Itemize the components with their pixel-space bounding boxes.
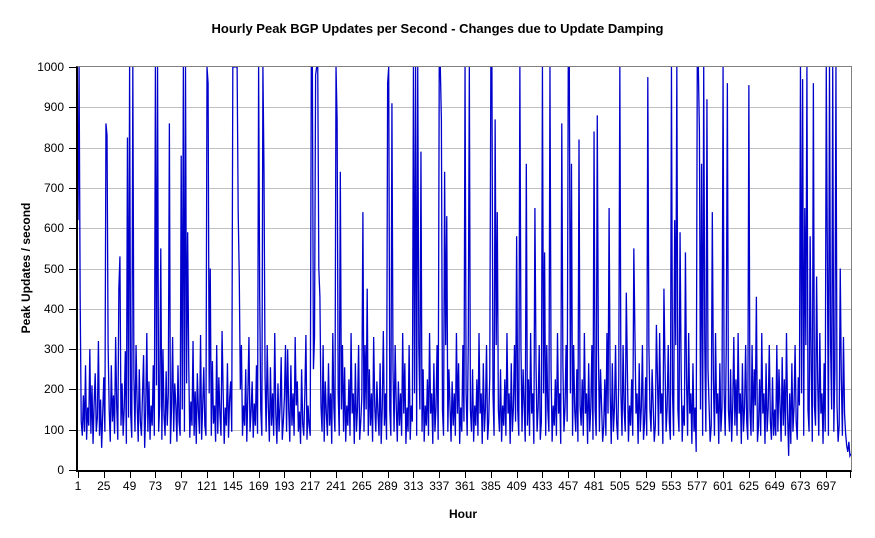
y-tick-label: 100 [43,422,64,437]
x-tick-label: 361 [455,479,476,493]
x-tick-label: 649 [764,479,785,493]
x-tick [800,472,802,478]
x-tick [284,472,286,478]
y-tick-label: 800 [43,140,64,155]
x-tick [594,472,596,478]
x-tick-label: 25 [97,479,111,493]
x-tick [542,472,544,478]
x-tick [645,472,647,478]
y-tick-label: 600 [43,221,64,236]
y-tick-label: 0 [57,463,64,477]
x-tick-label: 265 [351,479,372,493]
x-tick [439,472,441,478]
y-tick [69,67,76,68]
x-tick [181,472,183,478]
x-tick [465,472,467,478]
x-tick [671,472,673,478]
x-tick-label: 49 [122,479,137,493]
x-tick-label: 145 [222,479,243,493]
x-tick-label: 457 [558,479,579,493]
x-tick-label: 697 [816,479,837,493]
x-tick [336,472,338,478]
y-tick [69,308,76,310]
x-tick [850,472,851,478]
x-tick-label: 289 [377,479,398,493]
x-tick [361,472,363,478]
x-tick-label: 481 [584,479,605,493]
plot-area [76,66,852,472]
x-tick-label: 313 [403,479,424,493]
x-tick [723,472,725,478]
x-tick [748,472,750,478]
x-tick-label: 577 [687,479,708,493]
h-gridline [78,429,851,431]
series-line-bgp-updates [78,67,851,456]
y-tick-label: 500 [43,261,64,276]
y-tick [69,107,76,109]
x-tick [207,472,208,478]
x-tick [490,472,492,478]
y-tick-label: 900 [43,100,64,115]
x-tick [155,472,157,478]
y-tick [69,268,76,270]
x-tick [232,472,234,478]
x-tick-label: 241 [326,479,347,493]
x-tick [310,472,312,478]
y-tick-label: 300 [43,342,64,357]
x-tick [516,472,518,478]
x-tick-label: 553 [661,479,682,493]
y-tick [69,429,76,431]
x-tick-label: 409 [506,479,527,493]
y-tick [69,389,76,391]
x-tick-label: 193 [274,479,295,493]
x-tick-label: 121 [196,479,218,493]
y-tick [69,470,76,471]
y-tick-label: 1000 [37,60,64,74]
x-tick [774,472,776,478]
x-tick-label: 601 [713,479,734,493]
x-tick-label: 169 [248,479,269,493]
x-tick [129,472,131,478]
y-tick [69,147,76,149]
x-tick-label: 73 [148,479,163,493]
x-tick [78,472,79,478]
y-tick-label: 700 [43,180,64,195]
series-layer [78,67,851,470]
x-tick-label: 529 [635,479,656,493]
x-axis-title: Hour [449,507,477,521]
x-tick-label: 505 [609,479,630,493]
x-tick-label: 97 [174,479,188,493]
y-tick [69,228,76,230]
x-tick-label: 625 [738,479,759,493]
x-tick-label: 1 [74,479,82,493]
y-tick [69,187,76,189]
x-tick-label: 337 [429,479,450,493]
x-tick [387,472,389,478]
x-tick [103,472,105,478]
y-tick [69,349,76,351]
x-tick [619,472,621,478]
x-tick-label: 385 [480,479,501,493]
x-tick [826,472,828,478]
y-tick-label: 200 [43,382,64,397]
x-tick [697,472,699,478]
x-tick [258,472,260,478]
x-tick-label: 217 [300,479,321,493]
x-tick-label: 433 [532,479,553,493]
x-tick [413,472,415,478]
x-tick [568,472,570,478]
y-tick-label: 400 [43,301,64,316]
chart-title: Hourly Peak BGP Updates per Second - Cha… [211,21,664,36]
x-tick-label: 673 [790,479,811,493]
